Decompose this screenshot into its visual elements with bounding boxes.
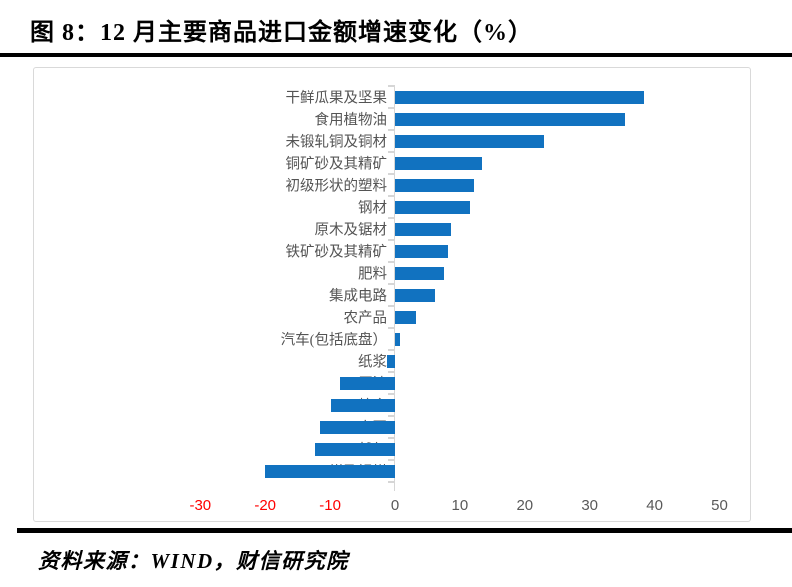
bar [395,288,435,302]
bar-chart: 干鲜瓜果及坚果食用植物油未锻轧铜及铜材 铜矿砂及其精矿 初级形状的塑料钢材原木及锯材… [33,67,751,522]
category-label: 未锻轧铜及铜材 [285,134,388,151]
category-axis-line [394,85,395,491]
category-axis-tick [388,217,395,219]
x-axis-tick-label: 30 [581,497,599,514]
x-axis-tick-label: -20 [254,497,277,514]
bar-row: 天然气 [34,438,750,460]
category-label: 钢材 [358,200,387,217]
bar [320,420,395,434]
bar [395,266,444,280]
category-axis-tick [388,437,395,439]
bar [395,156,482,170]
bar-row: 铁矿砂及其精矿 [34,240,750,262]
category-label: 原木及锯材 [314,222,388,239]
bar [395,112,625,126]
category-label: 农产品 [343,310,388,327]
bar [395,310,416,324]
bar [395,244,449,258]
bar-row: 粮食 [34,394,750,416]
category-axis-tick [388,195,395,197]
bar-row: 集成电路 [34,284,750,306]
category-axis-tick [388,349,395,351]
category-axis-tick [388,129,395,131]
bar-row: 原木及锯材 [34,218,750,240]
bar [395,332,400,346]
title-divider-rule [0,53,792,57]
bar [331,398,395,412]
bar [395,134,545,148]
category-label: 铜矿砂及其精矿 [285,156,388,173]
bar-row: 初级形状的塑料 [34,174,750,196]
bar-row: 原油 [34,372,750,394]
category-label: 食用植物油 [314,112,388,129]
bar-row: 钢材 [34,196,750,218]
category-label: 纸浆 [358,354,387,371]
figure-title: 图 8：12 月主要商品进口金额增速变化（%） [30,20,533,46]
bar-row: 大豆 [34,416,750,438]
x-axis-tick-label: 40 [646,497,663,514]
bar [265,464,395,478]
x-axis-tick-label: -10 [319,497,341,514]
value-axis-labels: -30 -20 -10 0 10 20 30 40 50 [34,497,750,515]
bar [314,442,395,456]
category-axis-tick [388,371,395,373]
category-label: 汽车(包括底盘） [280,332,387,349]
bar [395,222,452,236]
bar-row: 肥料 [34,262,750,284]
bar [395,90,644,104]
bar [339,376,395,390]
x-axis-tick-label: 0 [390,497,400,514]
category-axis-tick [388,151,395,153]
category-axis-tick [388,85,395,87]
category-axis-tick [388,459,395,461]
category-label: 铁矿砂及其精矿 [285,244,388,261]
bar-row: 食用植物油 [34,108,750,130]
plot-area: 干鲜瓜果及坚果食用植物油未锻轧铜及铜材 铜矿砂及其精矿 初级形状的塑料钢材原木及锯材… [34,68,750,521]
category-label: 集成电路 [329,288,387,305]
bar [395,200,471,214]
bar-row: 铜矿砂及其精矿 [34,152,750,174]
category-axis-tick [388,305,395,307]
bar-row: 汽车(包括底盘） [34,328,750,350]
category-axis-tick [388,283,395,285]
bar [395,178,475,192]
category-axis-tick [388,239,395,241]
x-axis-tick-label: 10 [451,497,469,514]
bar-row: 干鲜瓜果及坚果 [34,86,750,108]
category-label: 初级形状的塑料 [285,178,388,195]
bar-row: 煤及褐煤 [34,460,750,482]
category-axis-tick [388,481,395,483]
x-axis-tick-label: 20 [516,497,534,514]
bar-row: 未锻轧铜及铜材 [34,130,750,152]
bottom-divider-rule [17,528,792,533]
category-axis-tick [388,327,395,329]
category-axis-tick [388,415,395,417]
category-label: 干鲜瓜果及坚果 [285,90,388,107]
source-note: 资料来源：WIND，财信研究院 [38,549,349,573]
x-axis-tick-label: -30 [189,497,212,514]
bar [387,354,395,368]
category-axis-tick [388,107,395,109]
x-axis-tick-label: 50 [711,497,728,514]
category-axis-tick [388,261,395,263]
bar-row: 农产品 [34,306,750,328]
category-axis-tick [388,393,395,395]
category-label: 肥料 [358,266,387,283]
bar-row: 纸浆 [34,350,750,372]
category-axis-tick [388,173,395,175]
